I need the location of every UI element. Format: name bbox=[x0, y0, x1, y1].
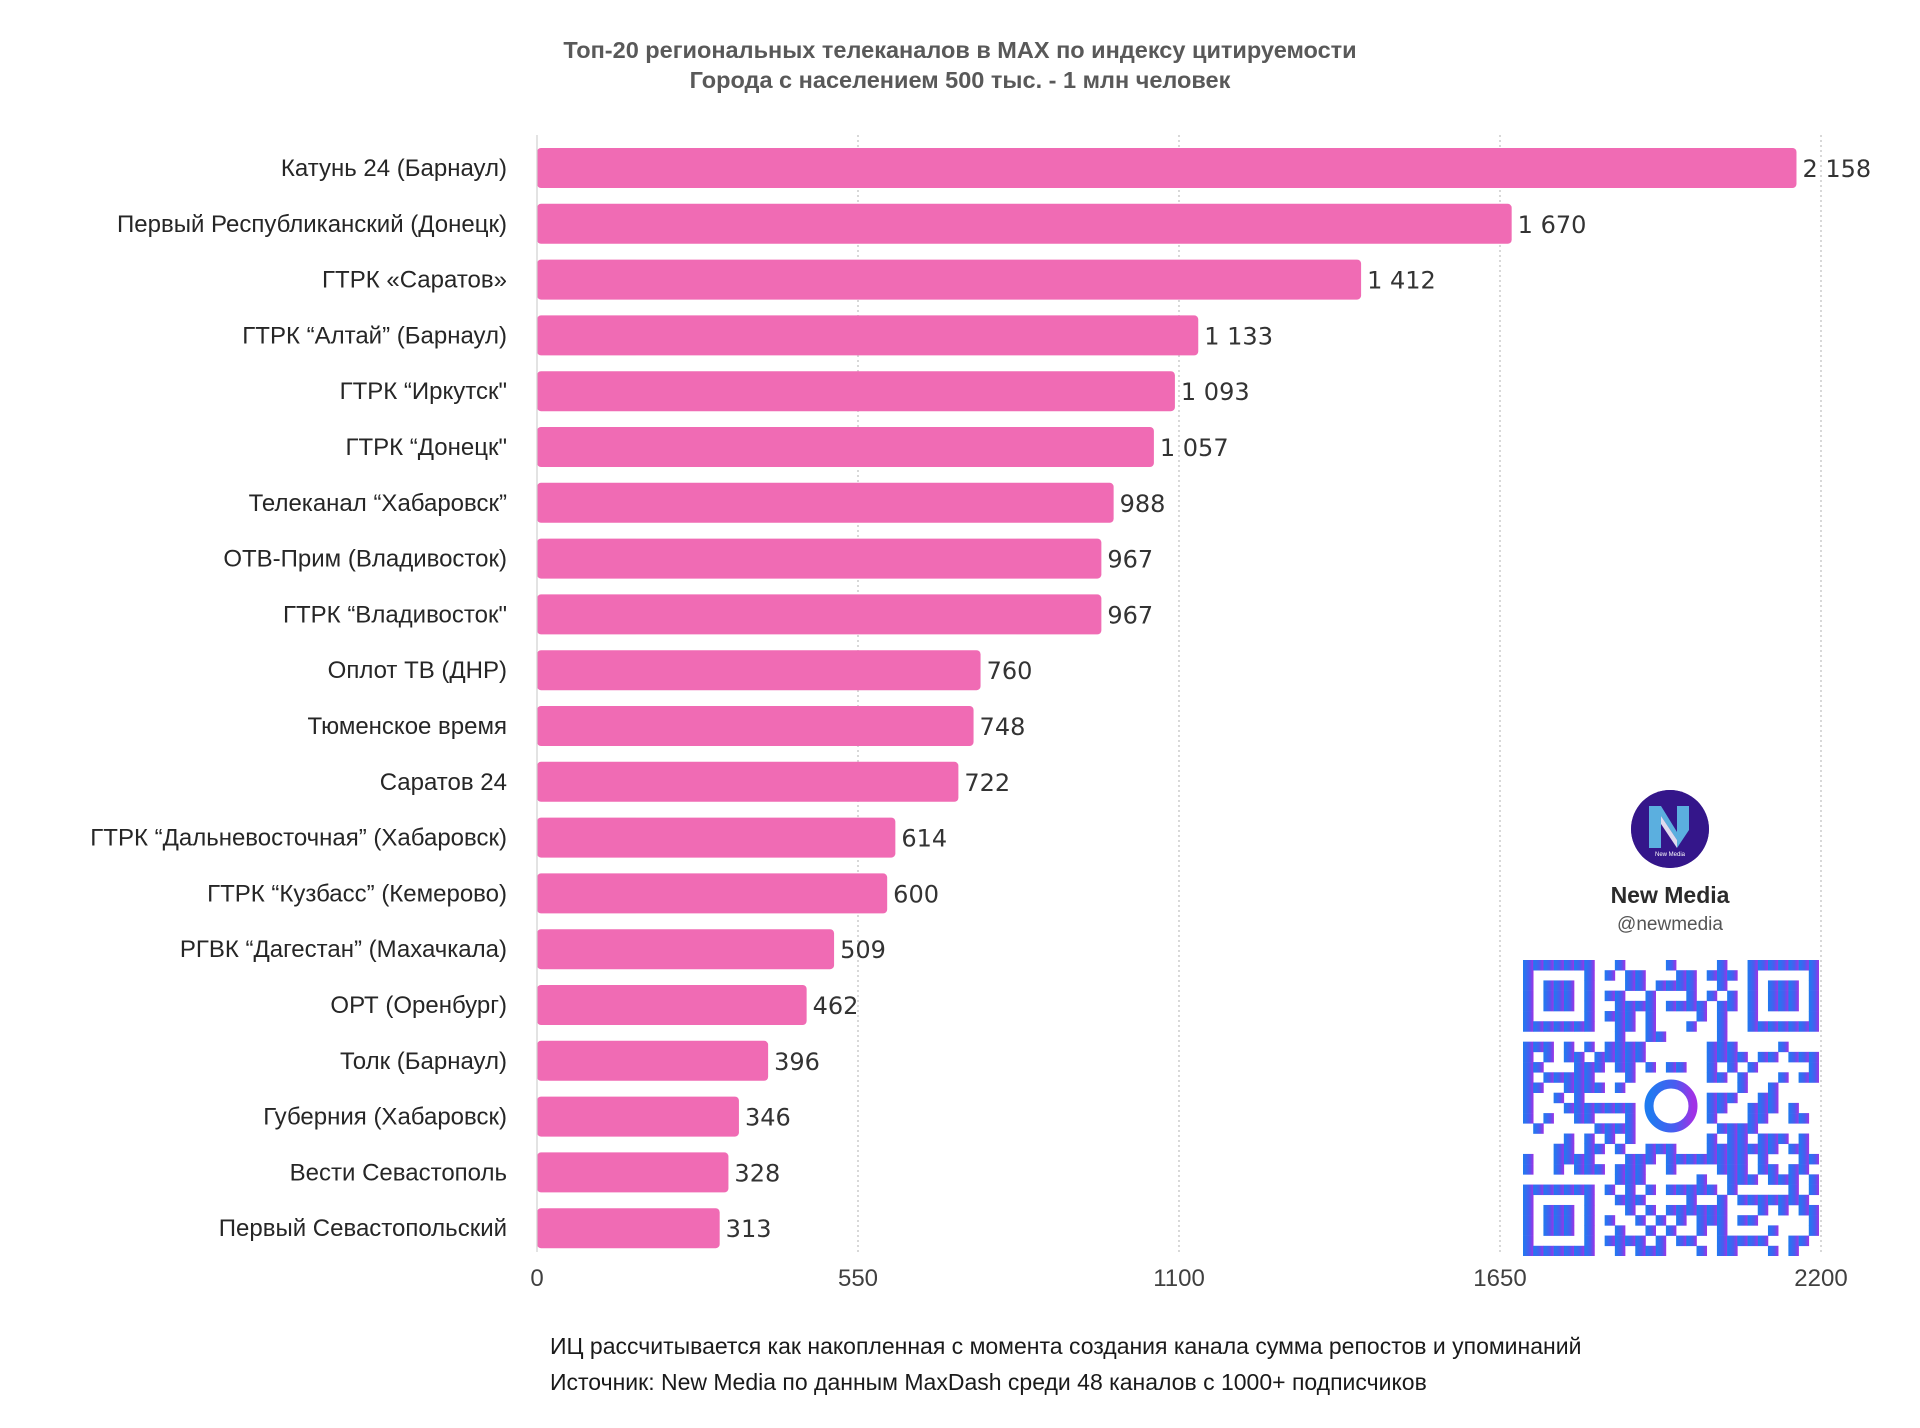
x-tick-label: 1100 bbox=[1153, 1265, 1205, 1292]
chart-title: Топ-20 региональных телеканалов в MAX по… bbox=[563, 37, 1357, 64]
value-label: 1 133 bbox=[1204, 322, 1273, 350]
category-label: ГТРК “Алтай” (Барнаул) bbox=[242, 322, 507, 349]
newmedia-logo-icon: New Media bbox=[1631, 790, 1709, 868]
value-label: 328 bbox=[734, 1159, 780, 1187]
bar bbox=[537, 148, 1797, 188]
category-label: ГТРК “Донецк" bbox=[345, 434, 507, 461]
logo-wordmark: New Media bbox=[1655, 852, 1686, 858]
x-tick-label: 550 bbox=[838, 1265, 878, 1292]
value-label: 1 412 bbox=[1367, 267, 1436, 295]
category-label: РГВК “Дагестан” (Махачкала) bbox=[180, 936, 507, 963]
bar bbox=[537, 1152, 729, 1193]
bar bbox=[537, 371, 1175, 412]
value-label: 722 bbox=[964, 769, 1010, 797]
qr-code-icon bbox=[1523, 960, 1819, 1256]
bar bbox=[537, 650, 981, 691]
bars bbox=[537, 148, 1797, 1249]
value-labels: 2 158 1 670 1 412 1 133 1 093 1 057 988 967 967 7… bbox=[726, 155, 1872, 1243]
chart-title-block: Топ-20 региональных телеканалов в MAX по… bbox=[0, 36, 1920, 96]
category-label: Оплот ТВ (ДНР) bbox=[328, 657, 507, 684]
bar bbox=[537, 594, 1102, 635]
value-label: 748 bbox=[980, 713, 1026, 741]
category-label: Вести Севастополь bbox=[290, 1159, 507, 1186]
category-label: Первый Севастопольский bbox=[219, 1215, 507, 1242]
x-tick-labels: 0 550 1100 1650 2200 bbox=[530, 1265, 1847, 1292]
value-label: 2 158 bbox=[1802, 155, 1871, 183]
category-label: Первый Республиканский (Донецк) bbox=[117, 211, 507, 238]
category-labels: Катунь 24 (Барнаул) Первый Республикански… bbox=[90, 155, 507, 1242]
bar bbox=[537, 929, 835, 970]
bar bbox=[537, 873, 888, 914]
value-label: 396 bbox=[774, 1048, 820, 1076]
bar bbox=[537, 706, 974, 746]
value-label: 614 bbox=[901, 825, 947, 853]
value-label: 988 bbox=[1120, 490, 1166, 518]
x-tick-label: 1650 bbox=[1473, 1265, 1526, 1292]
category-label: ГТРК “Дальневосточная” (Хабаровск) bbox=[90, 825, 507, 852]
category-label: ГТРК “Иркутск" bbox=[340, 378, 507, 405]
value-label: 760 bbox=[987, 657, 1033, 685]
category-label: ГТРК “Кузбасс” (Кемерово) bbox=[207, 880, 507, 907]
brand-name: New Media bbox=[1610, 882, 1730, 908]
value-label: 462 bbox=[813, 992, 859, 1020]
bar bbox=[537, 761, 959, 802]
category-label: ГТРК “Владивосток" bbox=[283, 601, 507, 628]
category-label: Катунь 24 (Барнаул) bbox=[281, 155, 507, 182]
value-label: 1 057 bbox=[1160, 434, 1229, 462]
bar bbox=[537, 1096, 739, 1137]
value-label: 967 bbox=[1107, 546, 1153, 574]
bar bbox=[537, 985, 807, 1025]
bar bbox=[537, 259, 1362, 300]
bar bbox=[537, 1208, 720, 1249]
value-label: 509 bbox=[840, 936, 886, 964]
category-label: ОТВ-Прим (Владивосток) bbox=[223, 546, 507, 573]
bar bbox=[537, 817, 896, 858]
bar bbox=[537, 203, 1512, 244]
bar bbox=[537, 538, 1102, 579]
category-label: Телеканал “Хабаровск” bbox=[249, 490, 507, 517]
category-label: ОРТ (Оренбург) bbox=[330, 992, 507, 1019]
value-label: 1 093 bbox=[1181, 378, 1250, 406]
category-label: ГТРК «Саратов» bbox=[322, 267, 507, 294]
chart-subtitle: Города с населением 500 тыс. - 1 млн чел… bbox=[689, 67, 1231, 94]
footnote-source: Источник: New Media по данным MaxDash ср… bbox=[550, 1369, 1427, 1395]
x-tick-label: 0 bbox=[530, 1265, 543, 1292]
x-tick-label: 2200 bbox=[1794, 1265, 1847, 1292]
bar bbox=[537, 1040, 769, 1081]
value-label: 967 bbox=[1107, 601, 1153, 629]
category-label: Тюменское время bbox=[307, 713, 507, 740]
value-label: 313 bbox=[726, 1215, 772, 1243]
value-label: 1 670 bbox=[1518, 211, 1587, 239]
value-label: 600 bbox=[893, 880, 939, 908]
category-label: Саратов 24 bbox=[380, 769, 507, 796]
footnote-methodology: ИЦ рассчитывается как накопленная с моме… bbox=[550, 1333, 1582, 1359]
bar bbox=[537, 482, 1114, 523]
value-label: 346 bbox=[745, 1104, 791, 1132]
category-label: Губерния (Хабаровск) bbox=[263, 1104, 507, 1131]
bar bbox=[537, 315, 1199, 356]
brand-handle: @newmedia bbox=[1617, 914, 1723, 935]
category-label: Толк (Барнаул) bbox=[340, 1048, 507, 1075]
bar bbox=[537, 427, 1154, 467]
